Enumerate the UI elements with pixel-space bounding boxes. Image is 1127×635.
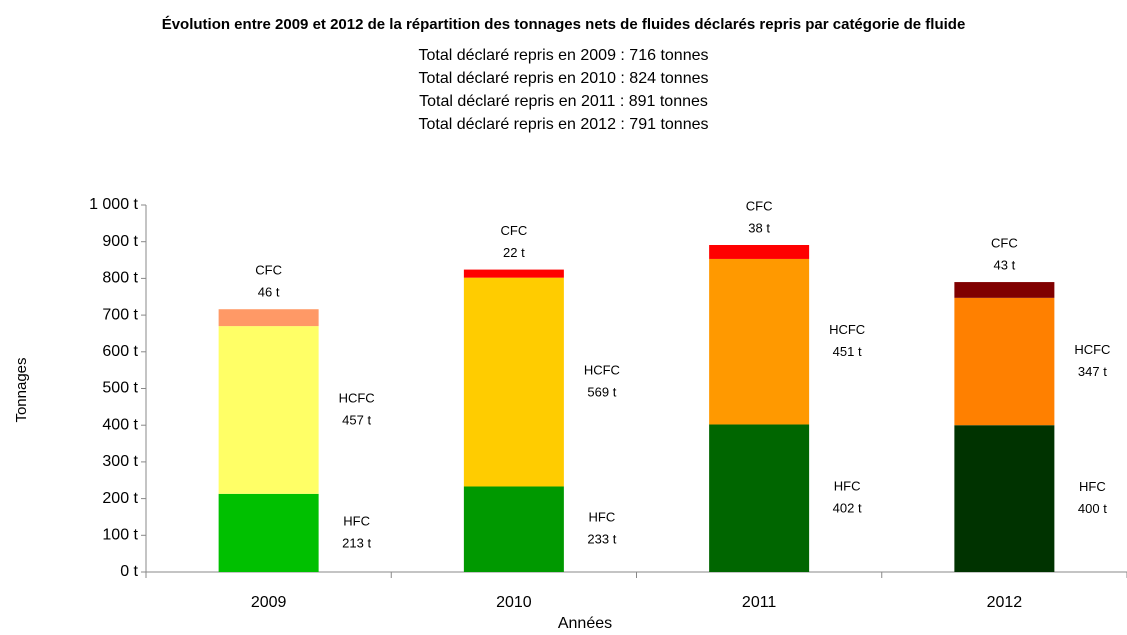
bar-segment — [218, 326, 319, 494]
data-label: 347 t — [1078, 364, 1107, 379]
bar-segment — [954, 282, 1055, 298]
bar-segment — [709, 258, 810, 425]
y-tick-label: 100 t — [102, 527, 138, 544]
data-label: 451 t — [833, 344, 862, 359]
y-axis-label: Tonnages — [13, 357, 30, 422]
bar-segment — [709, 245, 810, 259]
subtitle: Total déclaré repris en 2010 : 824 tonne… — [418, 70, 709, 87]
bar-segment — [954, 425, 1055, 572]
data-label: 22 t — [503, 245, 525, 260]
y-tick-label: 500 t — [102, 380, 138, 397]
y-tick-label: 900 t — [102, 233, 138, 250]
chart-title: Évolution entre 2009 et 2012 de la répar… — [161, 16, 966, 33]
subtitle: Total déclaré repris en 2011 : 891 tonne… — [419, 93, 708, 110]
data-label-name: CFC — [255, 263, 282, 278]
y-tick-label: 400 t — [102, 416, 138, 433]
data-label-name: HFC — [343, 513, 370, 528]
x-tick-label: 2010 — [496, 594, 532, 611]
bar-segment — [463, 277, 564, 487]
data-label: 233 t — [587, 532, 616, 547]
data-label: 46 t — [258, 285, 280, 300]
data-label-name: HFC — [1079, 479, 1106, 494]
subtitles: Total déclaré repris en 2009 : 716 tonne… — [0, 44, 1127, 136]
bar-segment — [709, 424, 810, 572]
bar-segment — [463, 269, 564, 278]
data-label-name: HCFC — [1074, 342, 1110, 357]
data-label-name: HFC — [589, 510, 616, 525]
data-label-name: CFC — [501, 223, 528, 238]
bar-segment — [218, 493, 319, 572]
data-label-name: HCFC — [339, 390, 375, 405]
y-tick-label: 200 t — [102, 490, 138, 507]
data-label-name: HCFC — [584, 363, 620, 378]
bar-segment — [954, 297, 1055, 426]
bar-segment — [463, 486, 564, 572]
data-label: 38 t — [748, 220, 770, 235]
data-label: 457 t — [342, 412, 371, 427]
y-tick-label: 0 t — [120, 563, 138, 580]
subtitle: Total déclaré repris en 2012 : 791 tonne… — [418, 116, 709, 133]
x-tick-label: 2011 — [742, 594, 777, 611]
y-tick-label: 700 t — [102, 306, 138, 323]
x-axis-label: Années — [558, 615, 612, 632]
x-tick-label: 2009 — [251, 594, 287, 611]
bar-segment — [218, 309, 319, 327]
x-tick-label: 2012 — [987, 594, 1023, 611]
y-tick-label: 1 000 t — [89, 196, 138, 213]
y-tick-label: 300 t — [102, 453, 138, 470]
header: Évolution entre 2009 et 2012 de la répar… — [0, 14, 1127, 136]
data-label: 400 t — [1078, 501, 1107, 516]
data-label: 402 t — [833, 501, 862, 516]
data-label: 569 t — [587, 385, 616, 400]
y-tick-label: 800 t — [102, 270, 138, 287]
data-label-name: HFC — [834, 479, 861, 494]
subtitle: Total déclaré repris en 2009 : 716 tonne… — [418, 47, 709, 64]
data-label-name: CFC — [991, 236, 1018, 251]
data-label: 213 t — [342, 535, 371, 550]
data-label-name: CFC — [746, 198, 773, 213]
data-label: 43 t — [994, 258, 1016, 273]
data-label-name: HCFC — [829, 322, 865, 337]
y-tick-label: 600 t — [102, 343, 138, 360]
